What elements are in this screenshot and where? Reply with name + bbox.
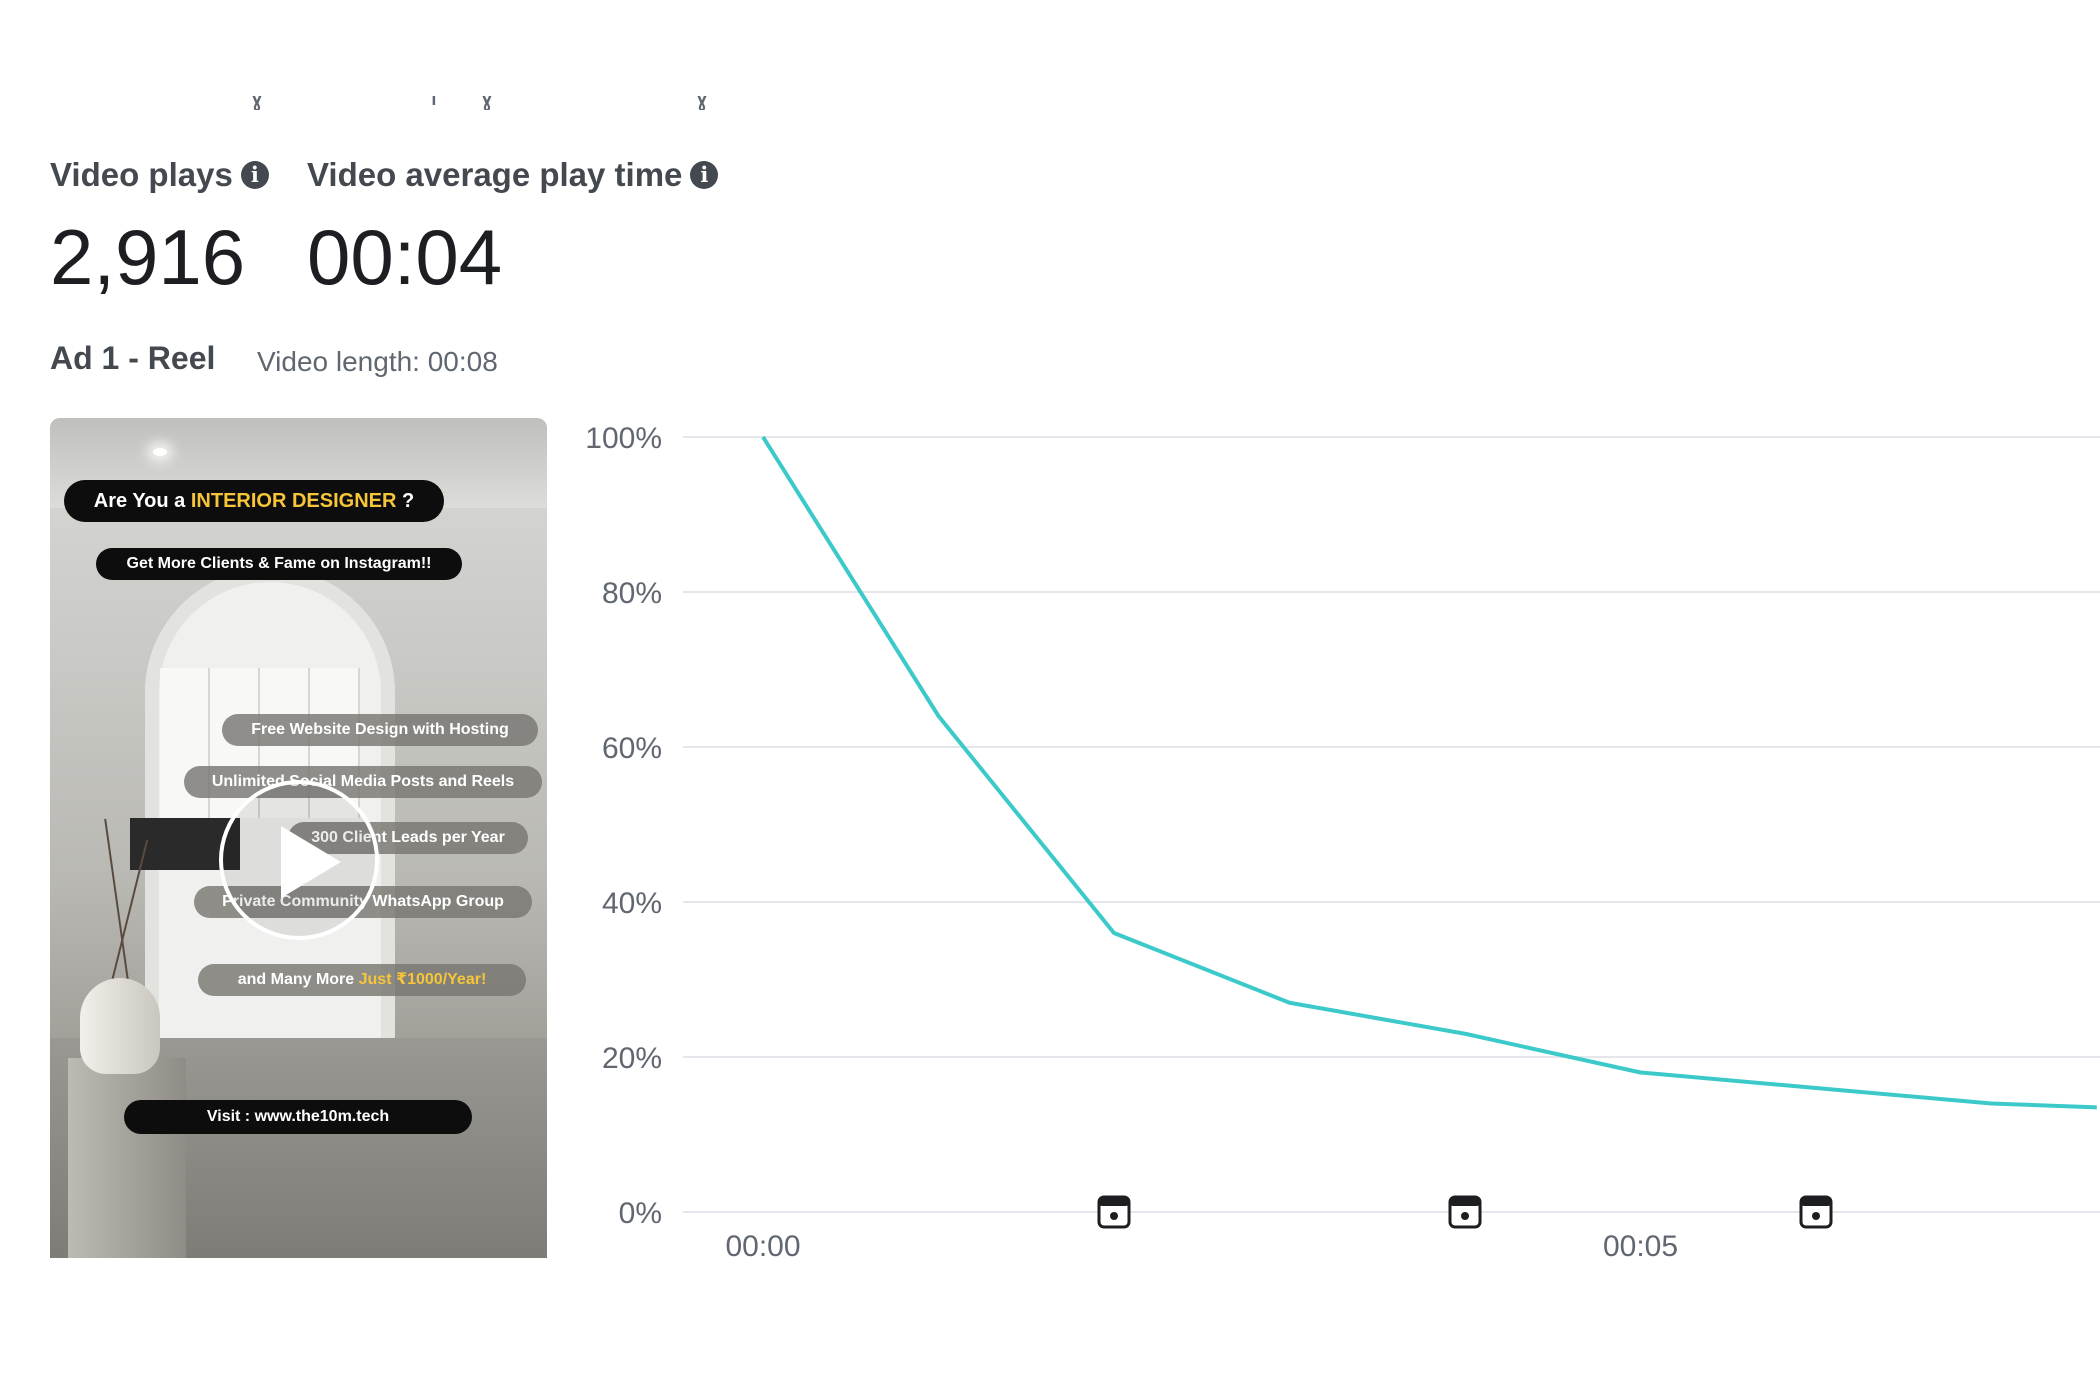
ad-title: Ad 1 - Reel (50, 340, 216, 376)
visit-pill: Visit : www.the10m.tech (124, 1100, 472, 1134)
x-tick-label: 00:00 (725, 1230, 800, 1263)
headline-highlight: INTERIOR DESIGNER (190, 490, 397, 512)
headline-prefix: Are You a (93, 490, 191, 512)
avg-play-time-value: 00:04 (307, 213, 503, 301)
y-tick-label: 100% (585, 422, 662, 455)
ceiling-light (153, 448, 167, 456)
subheadline-pill: Get More Clients & Fame on Instagram!! (96, 548, 462, 580)
more-highlight: Just ₹1000/Year! (358, 971, 487, 988)
video-plays-label-text: Video plays (50, 156, 233, 193)
branch (109, 839, 149, 987)
video-plays-value: 2,916 (50, 213, 246, 301)
y-tick-label: 60% (602, 732, 662, 765)
info-icon[interactable]: i (240, 161, 269, 189)
more-prefix: and Many More (237, 971, 359, 988)
x-tick-label: 00:05 (1603, 1230, 1678, 1263)
clipped-text-line: ɣıɣ ɣɣ (50, 96, 890, 110)
bullet-pill: Unlimited Social Media Posts and Reels (184, 766, 542, 798)
avg-play-time-label: Video average play time i (307, 156, 719, 194)
play-icon[interactable] (219, 780, 379, 940)
bullet-pill: Free Website Design with Hosting (222, 714, 538, 746)
y-tick-label: 20% (602, 1042, 662, 1075)
calendar-icon[interactable] (1448, 1195, 1482, 1229)
calendar-icon[interactable] (1799, 1195, 1833, 1229)
vase (80, 978, 160, 1074)
retention-chart: 0% 20% 40% 60% 80% 100% 00:00 00:05 (585, 422, 2100, 1263)
video-plays-label: Video plays i (50, 156, 269, 194)
headline-suffix: ? (396, 490, 415, 512)
retention-line (761, 435, 2097, 1110)
play-triangle (281, 826, 341, 898)
headline-pill: Are You a INTERIOR DESIGNER ? (64, 480, 444, 522)
info-icon[interactable]: i (690, 161, 719, 189)
y-tick-label: 0% (619, 1197, 662, 1230)
calendar-icon[interactable] (1097, 1195, 1131, 1229)
video-length: Video length: 00:08 (257, 346, 498, 377)
video-thumbnail[interactable]: Are You a INTERIOR DESIGNER ? Get More C… (50, 418, 547, 1258)
avg-play-time-label-text: Video average play time (307, 156, 683, 193)
pedestal (68, 1058, 186, 1258)
more-pill: and Many More Just ₹1000/Year! (198, 964, 526, 996)
y-tick-label: 80% (602, 577, 662, 610)
y-tick-label: 40% (602, 887, 662, 920)
